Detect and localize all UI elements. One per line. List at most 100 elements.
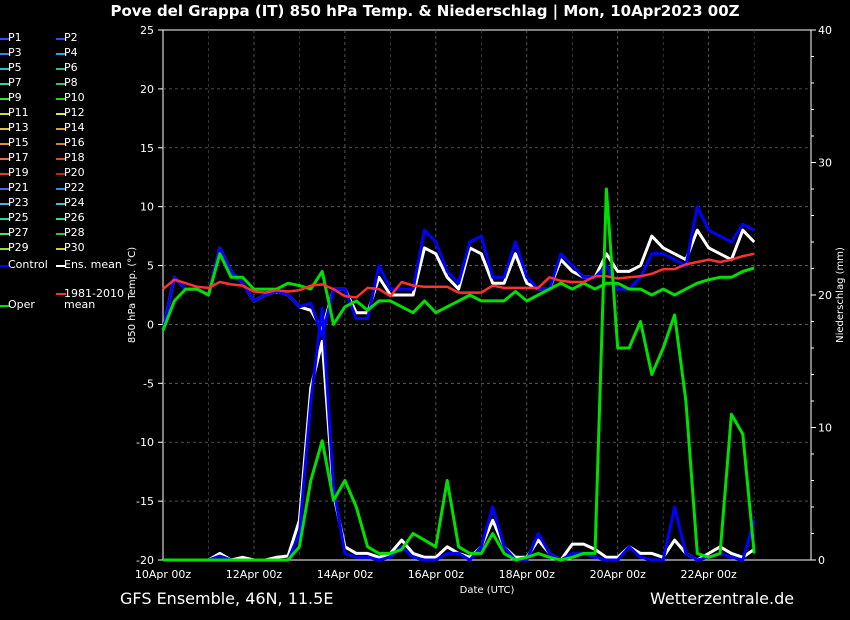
legend-label: P5 (8, 61, 22, 74)
chart-title: Pove del Grappa (IT) 850 hPa Temp. & Nie… (110, 2, 740, 20)
legend-swatch (0, 188, 10, 190)
legend-label: P21 (8, 181, 29, 194)
legend-swatch (0, 83, 10, 85)
legend-label: P20 (64, 166, 85, 179)
legend-swatch (0, 233, 10, 235)
legend-label: P16 (64, 136, 85, 149)
plot-frame (162, 29, 812, 561)
legend-swatch (0, 113, 10, 115)
y2-tick-label: 30 (818, 157, 832, 170)
y-tick-label: 0 (147, 318, 154, 331)
x-tick-label: 20Apr 00z (590, 568, 647, 581)
y2-axis-label: Niederschlag (mm) (835, 247, 846, 343)
legend-swatch (0, 248, 10, 250)
legend-swatch (0, 38, 10, 40)
legend-swatch (0, 203, 10, 205)
x-tick-label: 12Apr 00z (226, 568, 283, 581)
legend-swatch (0, 305, 10, 307)
legend-label: P28 (64, 226, 85, 239)
legend-swatch (56, 143, 66, 145)
source-label: Wetterzentrale.de (650, 589, 795, 608)
y-tick-label: 25 (140, 24, 154, 37)
y2-tick-label: 20 (818, 289, 832, 302)
series-line-control-temp (161, 205, 755, 338)
x-tick-label: 18Apr 00z (499, 568, 556, 581)
y-axis-label: 850 hPa Temp. (°C) (127, 247, 138, 343)
legend-label: P7 (8, 76, 22, 89)
legend-swatch (0, 173, 10, 175)
x-tick-label: 22Apr 00z (681, 568, 738, 581)
legend-swatch (56, 38, 66, 40)
legend-label: Oper (8, 298, 35, 311)
legend-swatch (0, 128, 10, 130)
y-tick-label: 5 (147, 260, 154, 273)
legend-label: P12 (64, 106, 85, 119)
legend-swatch (56, 83, 66, 85)
legend-swatch (56, 265, 66, 267)
legend-swatch (56, 248, 66, 250)
legend-label: P19 (8, 166, 29, 179)
legend-swatch (56, 53, 66, 55)
model-label: GFS Ensemble, 46N, 11.5E (120, 589, 334, 608)
series-line-1981-2010-mean-temp (162, 252, 755, 299)
legend-swatch (56, 233, 66, 235)
legend-label: P2 (64, 31, 78, 44)
y2-tick-label: 0 (818, 554, 825, 567)
y-tick-label: 15 (140, 142, 154, 155)
legend-swatch (0, 158, 10, 160)
y-tick-label: -20 (136, 554, 154, 567)
legend-label: P14 (64, 121, 85, 134)
y-tick-label: 10 (140, 201, 154, 214)
y2-tick-label: 10 (818, 422, 832, 435)
y-tick-label: -15 (136, 495, 154, 508)
y2-tick-label: 40 (818, 24, 832, 37)
legend-label: Ens. mean (64, 258, 122, 271)
legend-label: P15 (8, 136, 29, 149)
legend-swatch (0, 98, 10, 100)
x-tick-label: 14Apr 00z (317, 568, 374, 581)
legend-swatch (0, 265, 10, 267)
legend-swatch (0, 68, 10, 70)
series-line-control-precip (163, 306, 756, 562)
legend-swatch (56, 188, 66, 190)
x-axis-label: Date (UTC) (460, 585, 515, 596)
legend-label: P27 (8, 226, 29, 239)
legend-swatch (56, 173, 66, 175)
legend-label: P17 (8, 151, 29, 164)
legend-swatch (56, 113, 66, 115)
legend-swatch (0, 143, 10, 145)
x-tick-label: 16Apr 00z (408, 568, 465, 581)
legend-label: P18 (64, 151, 85, 164)
legend-label: P23 (8, 196, 29, 209)
legend-swatch (56, 68, 66, 70)
legend-label: P6 (64, 61, 78, 74)
legend-label: P29 (8, 241, 29, 254)
legend-label: P10 (64, 91, 85, 104)
legend-label: P9 (8, 91, 22, 104)
legend-label: P22 (64, 181, 85, 194)
legend-swatch (56, 98, 66, 100)
legend-label: P4 (64, 46, 78, 59)
legend-label: P8 (64, 76, 78, 89)
legend-label: P13 (8, 121, 29, 134)
legend-label: P25 (8, 211, 29, 224)
legend-swatch (56, 218, 66, 220)
legend-label: P1 (8, 31, 22, 44)
legend-swatch (56, 128, 66, 130)
legend-swatch (56, 203, 66, 205)
y-tick-label: 20 (140, 83, 154, 96)
legend-label: Control (8, 258, 48, 271)
legend-label: P26 (64, 211, 85, 224)
y-tick-label: -5 (143, 377, 154, 390)
legend-label: P11 (8, 106, 29, 119)
legend-swatch (0, 218, 10, 220)
legend-swatch (0, 53, 10, 55)
legend-swatch (56, 293, 66, 295)
legend-label: P30 (64, 241, 85, 254)
x-tick-label: 10Apr 00z (135, 568, 192, 581)
legend-label: 1981-2010 mean (64, 287, 124, 311)
legend-swatch (56, 158, 66, 160)
series-line-oper-temp (161, 252, 755, 331)
y-tick-label: -10 (136, 436, 154, 449)
